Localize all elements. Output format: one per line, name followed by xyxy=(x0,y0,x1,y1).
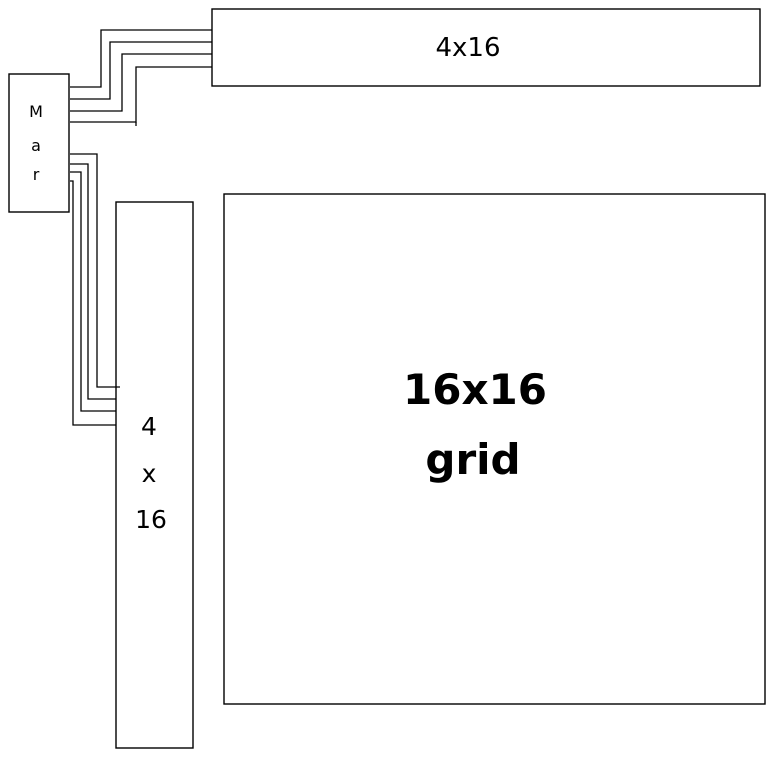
controller-letter-a: a xyxy=(31,136,41,155)
top-wire-bundle xyxy=(70,29,212,126)
top-wire-4 xyxy=(70,66,212,123)
top-array-box: 4x16 xyxy=(211,8,761,87)
controller-letter-r: r xyxy=(33,165,40,184)
side-array-label-line-3: 16 xyxy=(135,505,167,534)
top-array-label: 4x16 xyxy=(435,33,500,63)
top-wire-2 xyxy=(70,41,212,100)
side-wire-4 xyxy=(70,180,116,426)
side-array-label-line-1: 4 xyxy=(141,412,157,441)
side-wire-3 xyxy=(70,171,116,412)
controller-letter-m: M xyxy=(29,102,43,121)
side-wire-2 xyxy=(70,163,116,400)
side-array-box: 4 x 16 xyxy=(115,201,194,749)
main-grid-label-line-1: 16x16 xyxy=(403,365,547,414)
side-array-label-line-2: x xyxy=(142,459,157,488)
top-wire-1 xyxy=(70,29,212,88)
top-wire-3 xyxy=(70,53,212,112)
controller-box: M a r xyxy=(8,73,70,213)
side-wire-bundle xyxy=(70,153,120,426)
main-grid-label-line-2: grid xyxy=(425,435,520,484)
side-wire-1 xyxy=(70,153,120,388)
main-grid-box: 16x16 grid xyxy=(223,193,766,705)
